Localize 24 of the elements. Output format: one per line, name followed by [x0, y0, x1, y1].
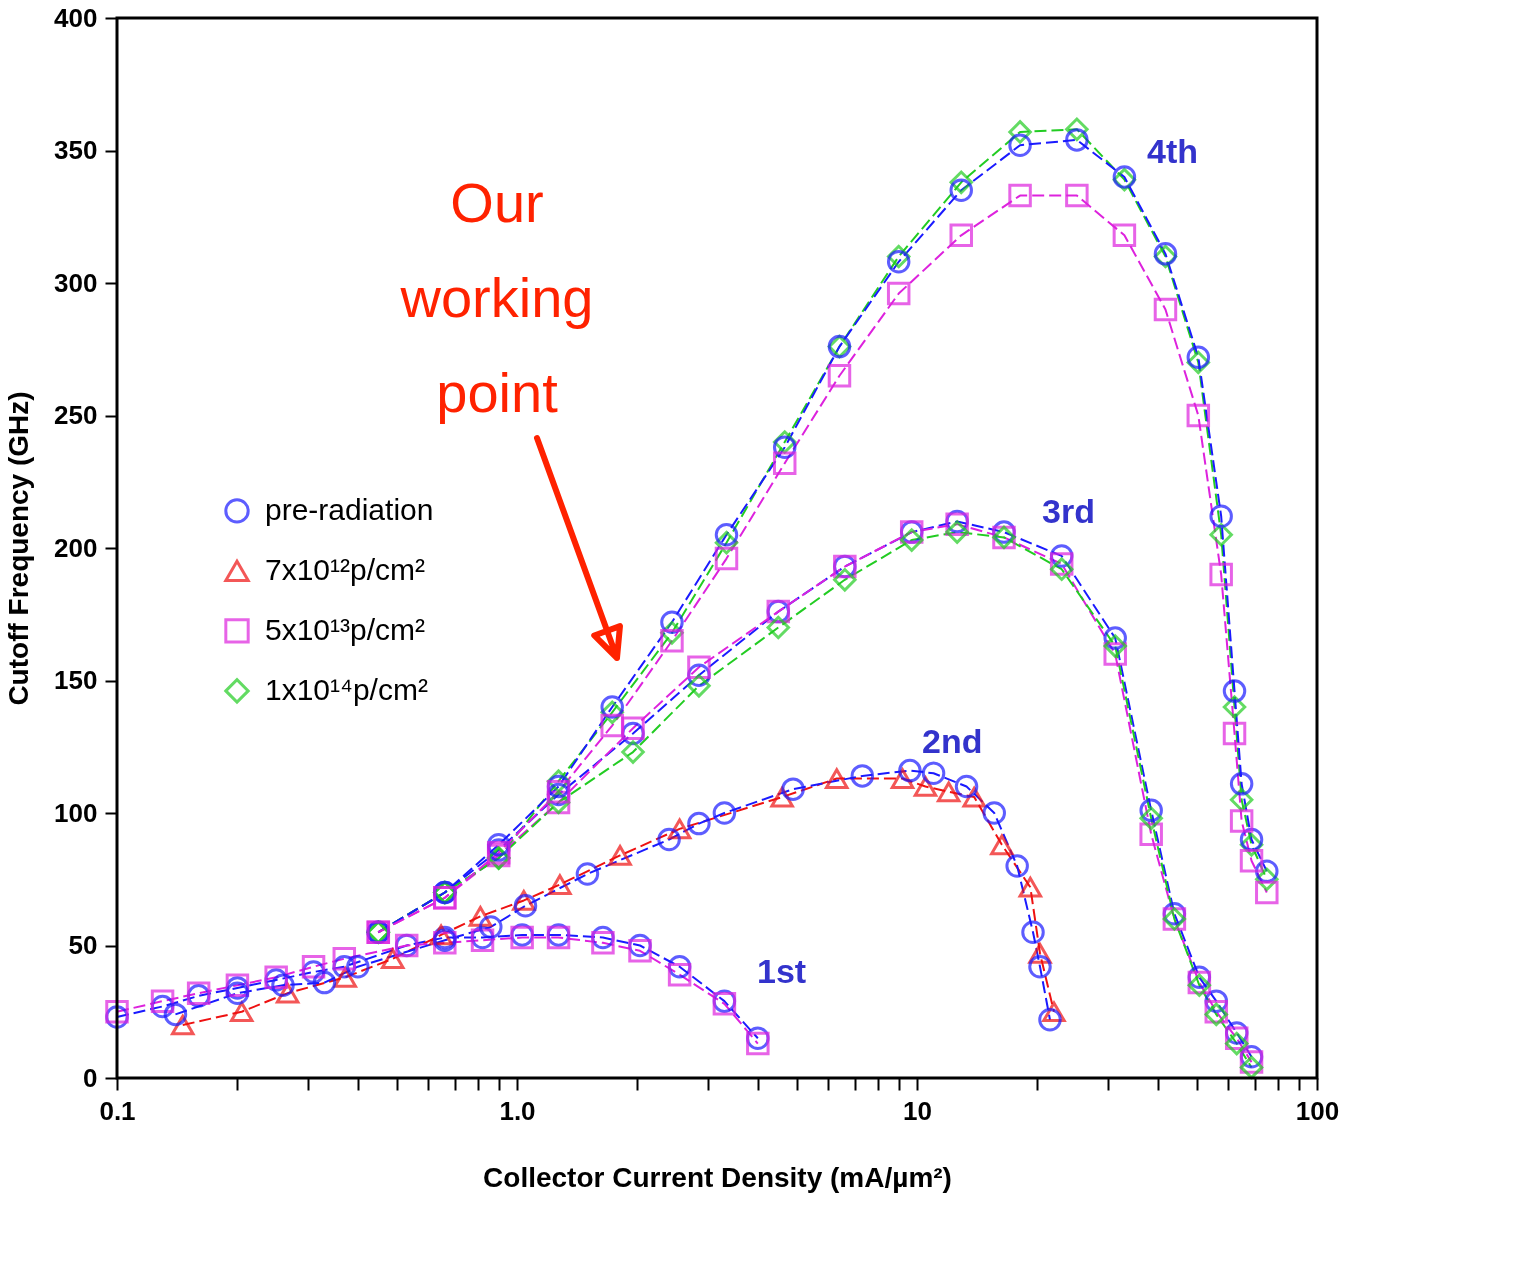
x-axis-title: Collector Current Density (mA/µm²): [483, 1161, 952, 1193]
y-tick-label: 400: [54, 2, 98, 33]
x-tick-label: 100: [1295, 1095, 1340, 1126]
legend-label: 7x10¹²p/cm²: [265, 552, 426, 586]
annotation: 4th: [1147, 132, 1198, 170]
y-tick-label: 250: [54, 400, 98, 430]
legend-label: 1x10¹⁴p/cm²: [265, 672, 428, 706]
annotation: 3rd: [1042, 492, 1095, 530]
x-tick-label: 10: [903, 1095, 932, 1126]
legend-label: 5x10¹³p/cm²: [265, 612, 426, 646]
y-tick-label: 100: [54, 797, 98, 828]
y-tick-label: 0: [83, 1062, 98, 1093]
annotation: Our working point: [399, 171, 594, 424]
x-tick-label: 1.0: [499, 1095, 536, 1126]
y-tick-label: 50: [68, 930, 98, 960]
y-tick-label: 300: [54, 267, 98, 298]
legend-label: pre-radiation: [265, 492, 434, 526]
y-tick-label: 200: [54, 532, 98, 563]
x-tick-label: 0.1: [99, 1095, 136, 1126]
annotation: 2nd: [922, 722, 983, 760]
annotation: 1st: [757, 952, 807, 990]
y-axis-title: Cutoff Frequency (GHz): [3, 391, 35, 706]
y-tick-label: 150: [54, 665, 98, 695]
y-tick-label: 350: [54, 135, 98, 165]
